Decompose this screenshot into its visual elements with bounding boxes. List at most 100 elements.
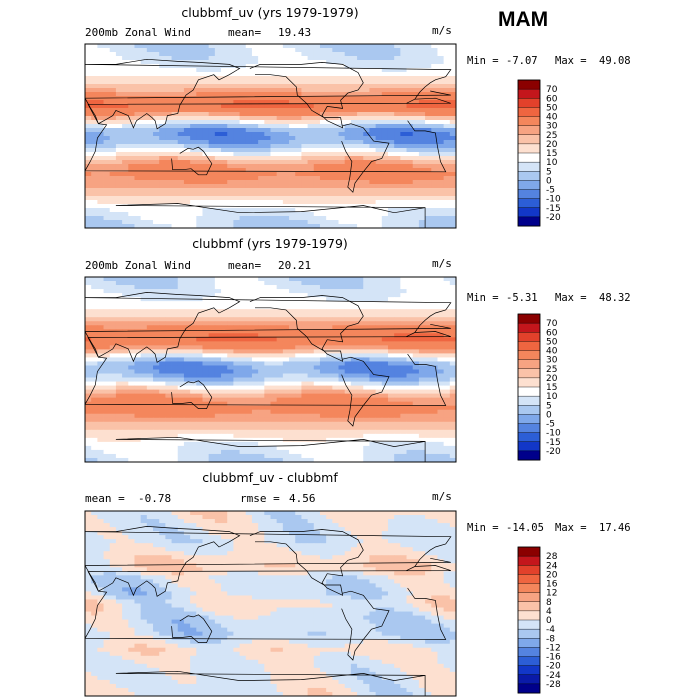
panel-2-field-cell	[183, 381, 191, 386]
panel-1-field-cell	[369, 172, 377, 177]
panel-2-field-cell	[295, 353, 302, 358]
panel-1-field-cell	[227, 136, 234, 141]
panel-1-field-cell	[214, 192, 222, 197]
panel-1-field-cell	[208, 216, 216, 221]
panel-1-field-cell	[443, 172, 451, 177]
panel-1-field-cell	[381, 176, 389, 181]
panel-1-field-cell	[437, 168, 445, 173]
panel-2-field-cell	[171, 317, 179, 322]
panel-1-field-cell	[406, 188, 414, 193]
panel-1-field-cell	[183, 56, 191, 61]
panel-1-field-cell	[165, 60, 172, 65]
panel-1-field-cell	[183, 80, 191, 85]
panel-2-field-cell	[313, 321, 321, 326]
panel-1-field-cell	[276, 212, 284, 217]
panel-2-field-cell	[412, 393, 420, 399]
panel-1-field-cell	[400, 212, 407, 217]
panel-2-field-cell	[140, 401, 148, 407]
panel-1-field-cell	[233, 188, 240, 193]
panel-2-field-cell	[153, 297, 160, 302]
panel-1-field-cell	[258, 200, 265, 205]
panel-2-field-cell	[171, 349, 179, 354]
panel-1-field-cell	[85, 180, 92, 185]
panel-1-colorbar-tick-label: 20	[546, 140, 558, 150]
panel-1-field-cell	[97, 200, 104, 205]
panel-1-field-cell	[332, 132, 339, 137]
panel-2-field-cell	[258, 373, 265, 378]
panel-1-field-cell	[258, 188, 265, 193]
panel-2-field-cell	[221, 277, 228, 282]
panel-2-field-cell	[91, 349, 98, 354]
panel-1-field-cell	[406, 60, 414, 65]
panel-2-field-cell	[400, 321, 407, 326]
panel-2-field-cell	[103, 293, 111, 298]
panel-1-field-cell	[418, 192, 426, 197]
panel-2-field-cell	[319, 377, 327, 382]
panel-2-field-cell	[387, 309, 395, 314]
panel-1-field-cell	[140, 204, 148, 209]
panel-1-field-cell	[115, 160, 123, 165]
panel-1-field-cell	[332, 196, 339, 201]
panel-1-field-cell	[85, 76, 92, 81]
panel-1-field-cell	[177, 184, 185, 189]
panel-1-field-cell	[425, 152, 432, 157]
panel-1-field-cell	[153, 140, 160, 145]
panel-1-field-cell	[196, 188, 203, 193]
panel-2-field-cell	[344, 293, 352, 298]
panel-1-field-cell	[171, 76, 179, 81]
panel-2-field-cell	[85, 293, 92, 298]
panel-2-field-cell	[449, 333, 457, 338]
panel-2-field-cell	[122, 313, 129, 318]
panel-2-field-cell	[387, 281, 395, 286]
panel-2-field-cell	[338, 389, 346, 395]
panel-1-field-cell	[146, 84, 154, 89]
panel-2-field-cell	[357, 313, 364, 318]
panel-1-field-cell	[375, 44, 383, 49]
panel-2-field-cell	[344, 349, 352, 354]
panel-1-field-cell	[202, 220, 210, 225]
panel-2-field-cell	[437, 405, 445, 411]
panel-2-field-cell	[412, 289, 420, 294]
panel-1-field-cell	[412, 60, 420, 65]
panel-2-field-cell	[437, 389, 445, 395]
panel-2-field-cell	[177, 301, 185, 306]
panel-1-field-cell	[190, 44, 197, 49]
panel-1-field-cell	[202, 136, 210, 141]
panel-2-field-cell	[338, 417, 346, 423]
panel-1-field-cell	[122, 104, 129, 109]
panel-1-field-cell	[159, 164, 166, 169]
panel-2-field-cell	[221, 393, 228, 399]
panel-1-field-cell	[400, 52, 407, 57]
panel-2-field-cell	[387, 405, 395, 411]
panel-1-field-cell	[245, 48, 253, 53]
panel-2-field-cell	[115, 293, 123, 298]
panel-1-field-cell	[171, 56, 179, 61]
panel-1-field-cell	[208, 208, 216, 213]
panel-1-field-cell	[196, 216, 203, 221]
panel-1-field-cell	[289, 108, 296, 113]
panel-2-field-cell	[400, 417, 407, 423]
panel-1-field-cell	[97, 108, 104, 113]
panel-1-field-cell	[122, 144, 129, 149]
panel-1-field-cell	[177, 156, 185, 161]
panel-1-field-cell	[400, 44, 407, 49]
panel-1-field-cell	[270, 120, 278, 125]
panel-1-field-cell	[171, 52, 179, 57]
panel-2-field-cell	[301, 393, 308, 399]
panel-2-field-cell	[350, 313, 358, 318]
panel-1-field-cell	[406, 76, 414, 81]
panel-1-field-cell	[128, 116, 135, 121]
panel-2-field-cell	[344, 317, 352, 322]
panel-1-field-cell	[400, 184, 407, 189]
panel-1-field-cell	[363, 172, 370, 177]
panel-1-field-cell	[109, 132, 117, 137]
panel-1-field-cell	[227, 104, 234, 109]
panel-2-field-cell	[122, 325, 129, 330]
panel-1-field-cell	[109, 120, 117, 125]
panel-1-field-cell	[295, 60, 302, 65]
panel-1-field-cell	[313, 92, 321, 97]
panel-1-field-cell	[270, 140, 278, 145]
panel-1-field-cell	[171, 184, 179, 189]
panel-1-field-cell	[128, 176, 135, 181]
panel-2-field-cell	[134, 317, 142, 322]
